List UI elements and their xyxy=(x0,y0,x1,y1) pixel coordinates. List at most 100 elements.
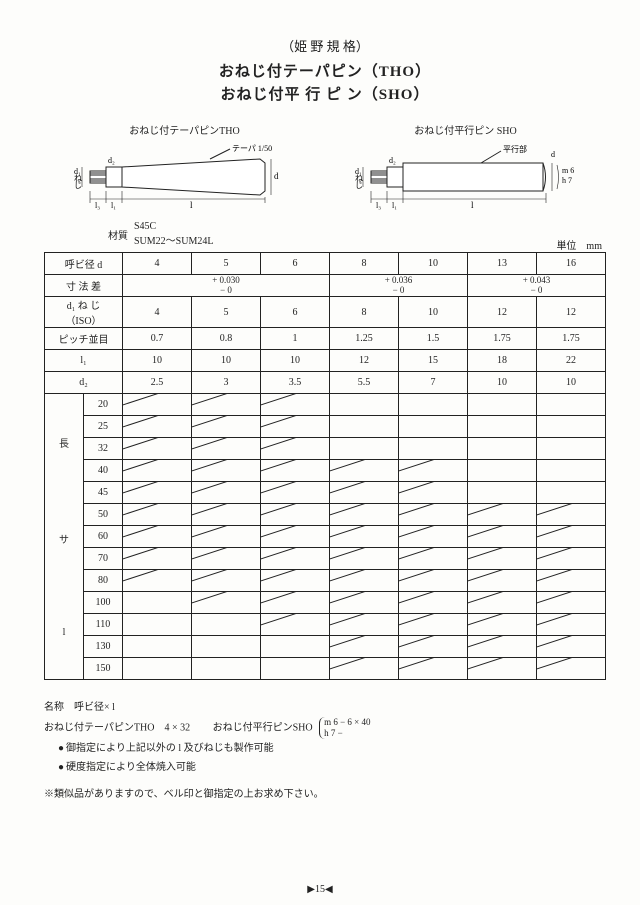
cell xyxy=(330,636,399,658)
cell xyxy=(192,438,261,460)
cell: 10 xyxy=(399,297,468,328)
cell xyxy=(468,526,537,548)
svg-text:h 7: h 7 xyxy=(562,176,572,185)
cell xyxy=(399,482,468,504)
cell xyxy=(330,570,399,592)
cell xyxy=(537,438,606,460)
cell: 13 xyxy=(468,253,537,275)
cell xyxy=(537,548,606,570)
cell xyxy=(468,460,537,482)
cell: 10 xyxy=(261,350,330,372)
cell: + 0.043− 0 xyxy=(468,275,606,297)
cell: 1.25 xyxy=(330,328,399,350)
cell: 25 xyxy=(84,416,123,438)
cell: 1.75 xyxy=(468,328,537,350)
cell xyxy=(537,460,606,482)
cell: 15 xyxy=(399,350,468,372)
cell xyxy=(330,460,399,482)
notes-block: 名称 呼ビ径× l おねじ付テーパピンTHO 4 × 32 おねじ付平行ピンSH… xyxy=(44,698,606,804)
cell xyxy=(468,614,537,636)
material-line2: SUM22～SUM24L xyxy=(134,232,213,247)
cell xyxy=(537,416,606,438)
cell: 1 xyxy=(261,328,330,350)
cell xyxy=(123,570,192,592)
cell: 50 xyxy=(84,504,123,526)
cell: 1.5 xyxy=(399,328,468,350)
cell xyxy=(192,614,261,636)
cell: 長サl xyxy=(45,394,84,680)
cell: 4 xyxy=(123,297,192,328)
title-line-1: おねじ付テーパピン（THO） xyxy=(44,61,606,84)
cell: 32 xyxy=(84,438,123,460)
page-number: ▶15◀ xyxy=(0,884,640,895)
cell: 6 xyxy=(261,253,330,275)
cell xyxy=(330,526,399,548)
cell xyxy=(537,394,606,416)
cell: 60 xyxy=(84,526,123,548)
cell xyxy=(123,482,192,504)
cell xyxy=(330,614,399,636)
cell xyxy=(399,570,468,592)
diagram-sho-label: おねじ付平行ピン SHO xyxy=(346,122,586,137)
spec-table: 呼ビ径 d4568101316寸 法 差+ 0.030− 0+ 0.036− 0… xyxy=(44,252,606,680)
note-naming: 名称 呼ビ径× l xyxy=(44,698,606,717)
cell xyxy=(399,592,468,614)
cell: 70 xyxy=(84,548,123,570)
cell: 3 xyxy=(192,372,261,394)
cell xyxy=(330,592,399,614)
cell xyxy=(261,548,330,570)
cell xyxy=(192,504,261,526)
cell xyxy=(123,504,192,526)
cell xyxy=(537,504,606,526)
cell xyxy=(261,504,330,526)
svg-text:テーパ 1/50: テーパ 1/50 xyxy=(232,144,272,153)
standard-label: （姫 野 規 格） xyxy=(44,36,606,55)
cell xyxy=(123,438,192,460)
cell xyxy=(261,394,330,416)
cell xyxy=(261,416,330,438)
diagram-sho: おねじ付平行ピン SHO 平行部 d₁ ね じ xyxy=(346,122,586,211)
svg-text:l₁: l₁ xyxy=(392,201,397,210)
cell xyxy=(123,636,192,658)
cell: 12 xyxy=(468,297,537,328)
tho-drawing: テーパ 1/50 d₁ ね じ l₃ l₁ l d d₂ xyxy=(70,141,300,211)
material-values: S45C SUM22～SUM24L xyxy=(134,221,213,247)
cell xyxy=(399,636,468,658)
cell xyxy=(330,548,399,570)
material-label: 材質 xyxy=(94,227,134,242)
cell: 6 xyxy=(261,297,330,328)
note-bullet-2: 硬度指定により全体焼入可能 xyxy=(44,758,606,777)
cell: 5.5 xyxy=(330,372,399,394)
cell: 寸 法 差 xyxy=(45,275,123,297)
cell: 7 xyxy=(399,372,468,394)
material-line1: S45C xyxy=(134,221,213,232)
cell: 10 xyxy=(399,253,468,275)
cell xyxy=(537,570,606,592)
cell xyxy=(468,394,537,416)
note-ex-tho: おねじ付テーパピンTHO 4 × 32 xyxy=(44,722,190,733)
cell xyxy=(123,526,192,548)
cell xyxy=(330,658,399,680)
cell xyxy=(123,592,192,614)
cell xyxy=(399,526,468,548)
cell: 22 xyxy=(537,350,606,372)
cell xyxy=(261,526,330,548)
cell: 20 xyxy=(84,394,123,416)
header: （姫 野 規 格） おねじ付テーパピン（THO） おねじ付平 行 ピ ン（SHO… xyxy=(44,36,606,106)
cell xyxy=(192,592,261,614)
cell xyxy=(399,438,468,460)
cell xyxy=(123,460,192,482)
svg-text:d: d xyxy=(274,171,279,181)
cell xyxy=(399,416,468,438)
cell xyxy=(123,394,192,416)
cell xyxy=(261,636,330,658)
svg-text:l₁: l₁ xyxy=(111,201,116,210)
cell: 5 xyxy=(192,297,261,328)
cell xyxy=(192,460,261,482)
svg-text:d: d xyxy=(551,150,555,159)
cell xyxy=(192,482,261,504)
svg-text:l: l xyxy=(471,200,474,210)
cell xyxy=(468,416,537,438)
cell xyxy=(261,592,330,614)
cell xyxy=(399,614,468,636)
